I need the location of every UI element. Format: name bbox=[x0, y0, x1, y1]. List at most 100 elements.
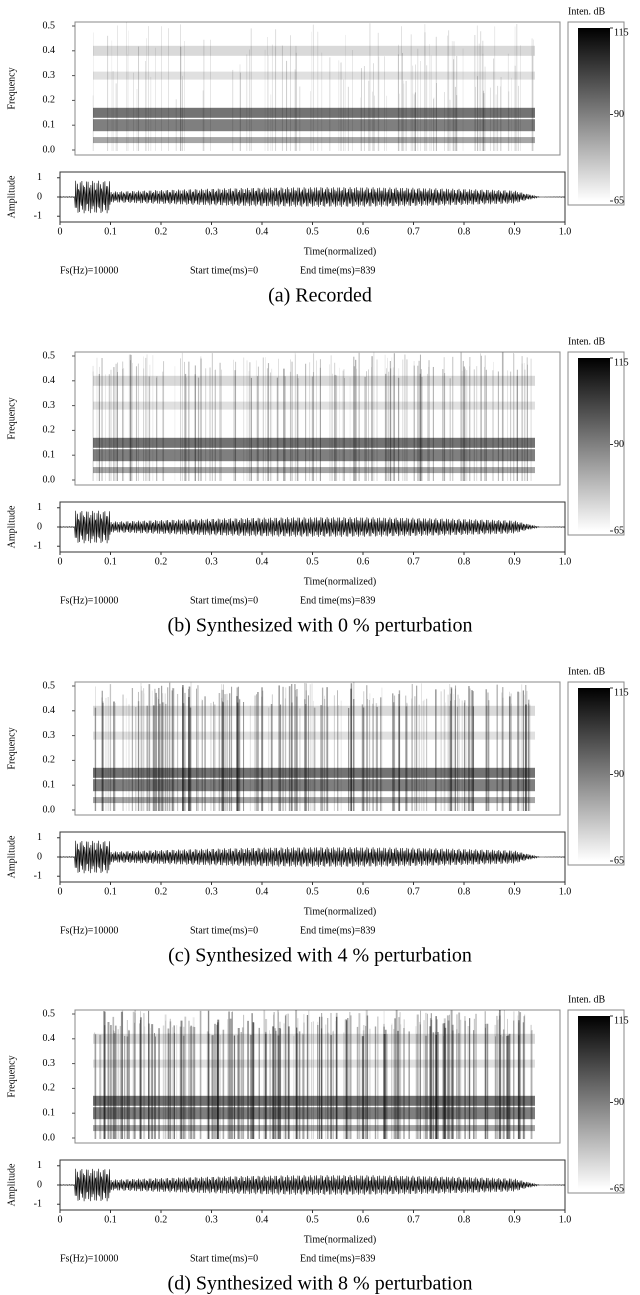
x-tick-label: 0.6 bbox=[357, 226, 370, 237]
x-tick-label: 0.8 bbox=[458, 1214, 471, 1225]
panel: Frequency 0.0 0.1 0.2 0.3 0.4 0.5 Amplitude -1 0 1… bbox=[6, 336, 628, 636]
x-tick-label: 0.5 bbox=[306, 1214, 319, 1225]
x-tick-label: 0.8 bbox=[458, 556, 471, 567]
amp-tick-label: 1 bbox=[37, 502, 42, 513]
spectrogram-band bbox=[93, 449, 535, 462]
info-text: Start time(ms)=0 bbox=[190, 265, 258, 276]
info-text: Start time(ms)=0 bbox=[190, 925, 258, 936]
info-text: Fs(Hz)=10000 bbox=[60, 1253, 118, 1264]
amp-tick-label: 1 bbox=[37, 172, 42, 183]
y-tick-label: 0.4 bbox=[43, 375, 56, 386]
spectrogram-band bbox=[93, 1095, 535, 1106]
x-tick-label: 0.4 bbox=[256, 886, 269, 897]
spectrogram-band bbox=[93, 437, 535, 448]
x-axis-label: Time(normalized) bbox=[304, 246, 376, 257]
amp-tick-label: 1 bbox=[37, 832, 42, 843]
spectrogram-band bbox=[93, 779, 535, 792]
spectrogram-band bbox=[93, 467, 535, 474]
amp-tick-label: -1 bbox=[34, 1199, 42, 1210]
spectrogram-texture bbox=[93, 682, 535, 811]
colorbar-tick-label: 90 bbox=[614, 769, 624, 780]
caption: (c) Synthesized with 4 % perturbation bbox=[168, 945, 472, 967]
x-tick-label: 0 bbox=[58, 556, 63, 567]
colorbar bbox=[578, 688, 610, 861]
spectrogram-band bbox=[93, 731, 535, 740]
x-tick-label: 0.6 bbox=[357, 886, 370, 897]
y-tick-label: 0.3 bbox=[43, 1058, 56, 1069]
spectrogram-band bbox=[93, 119, 535, 132]
colorbar-tick-label: 115 bbox=[614, 357, 629, 368]
x-tick-label: 0.4 bbox=[256, 556, 269, 567]
spectrogram-texture bbox=[93, 1010, 535, 1139]
y-tick-label: 0.3 bbox=[43, 730, 56, 741]
y-axis-label: Frequency bbox=[6, 727, 17, 769]
colorbar-tick-label: 65 bbox=[614, 1183, 624, 1194]
amp-tick-label: 0 bbox=[37, 851, 42, 862]
x-tick-label: 0.7 bbox=[407, 556, 420, 567]
amp-tick-label: -1 bbox=[34, 871, 42, 882]
amp-tick-label: 0 bbox=[37, 521, 42, 532]
x-tick-label: 0.7 bbox=[407, 886, 420, 897]
spectrogram-band bbox=[93, 45, 535, 56]
colorbar-title: Inten. dB bbox=[568, 666, 606, 677]
y-tick-label: 0.4 bbox=[43, 705, 56, 716]
caption: (d) Synthesized with 8 % perturbation bbox=[168, 1273, 473, 1295]
x-tick-label: 0.2 bbox=[155, 226, 168, 237]
x-tick-label: 0 bbox=[58, 886, 63, 897]
spectrogram-frame bbox=[74, 681, 561, 816]
x-tick-label: 0.9 bbox=[508, 1214, 521, 1225]
caption: (a) Recorded bbox=[268, 285, 372, 307]
spectrogram-band bbox=[93, 107, 535, 118]
spectrogram-band bbox=[93, 137, 535, 144]
x-tick-label: 0.3 bbox=[205, 886, 218, 897]
y-tick-label: 0.5 bbox=[43, 20, 56, 31]
spectrogram-band bbox=[93, 1059, 535, 1068]
info-text: End time(ms)=839 bbox=[300, 265, 375, 276]
amp-tick-label: -1 bbox=[34, 541, 42, 552]
colorbar-tick-label: 65 bbox=[614, 525, 624, 536]
info-text: Fs(Hz)=10000 bbox=[60, 925, 118, 936]
waveform bbox=[59, 1168, 566, 1202]
waveform bbox=[59, 840, 566, 874]
colorbar-tick-label: 90 bbox=[614, 439, 624, 450]
x-tick-label: 0.4 bbox=[256, 1214, 269, 1225]
x-tick-label: 0.5 bbox=[306, 556, 319, 567]
spectrogram-frame bbox=[74, 1009, 561, 1144]
colorbar-tick-label: 115 bbox=[614, 687, 629, 698]
info-text: End time(ms)=839 bbox=[300, 925, 375, 936]
x-tick-label: 0.7 bbox=[407, 1214, 420, 1225]
amplitude-label: Amplitude bbox=[6, 1163, 17, 1206]
y-tick-label: 0.4 bbox=[43, 1033, 56, 1044]
x-tick-label: 1.0 bbox=[559, 886, 572, 897]
info-text: Fs(Hz)=10000 bbox=[60, 265, 118, 276]
info-text: Start time(ms)=0 bbox=[190, 595, 258, 606]
x-tick-label: 1.0 bbox=[559, 1214, 572, 1225]
y-tick-label: 0.1 bbox=[43, 119, 56, 130]
y-tick-label: 0.4 bbox=[43, 45, 56, 56]
amplitude-label: Amplitude bbox=[6, 505, 17, 548]
waveform bbox=[59, 180, 566, 214]
y-tick-label: 0.5 bbox=[43, 680, 56, 691]
y-tick-label: 0.2 bbox=[43, 95, 56, 106]
x-axis-label: Time(normalized) bbox=[304, 1234, 376, 1245]
colorbar-tick-label: 90 bbox=[614, 1097, 624, 1108]
spectrogram-band bbox=[93, 797, 535, 804]
colorbar-tick-label: 90 bbox=[614, 109, 624, 120]
spectrogram-band bbox=[93, 71, 535, 80]
x-tick-label: 0.8 bbox=[458, 886, 471, 897]
y-tick-label: 0.0 bbox=[43, 474, 56, 485]
y-tick-label: 0.5 bbox=[43, 350, 56, 361]
colorbar bbox=[578, 358, 610, 531]
waveform bbox=[59, 510, 566, 544]
info-text: End time(ms)=839 bbox=[300, 1253, 375, 1264]
spectrogram-band bbox=[93, 1125, 535, 1132]
amp-tick-label: 0 bbox=[37, 1179, 42, 1190]
spectrogram-band bbox=[93, 705, 535, 716]
spectrogram-band bbox=[93, 1033, 535, 1044]
x-tick-label: 0 bbox=[58, 226, 63, 237]
x-tick-label: 0.1 bbox=[104, 556, 117, 567]
x-tick-label: 0.5 bbox=[306, 226, 319, 237]
y-axis-label: Frequency bbox=[6, 397, 17, 439]
x-tick-label: 0.1 bbox=[104, 1214, 117, 1225]
